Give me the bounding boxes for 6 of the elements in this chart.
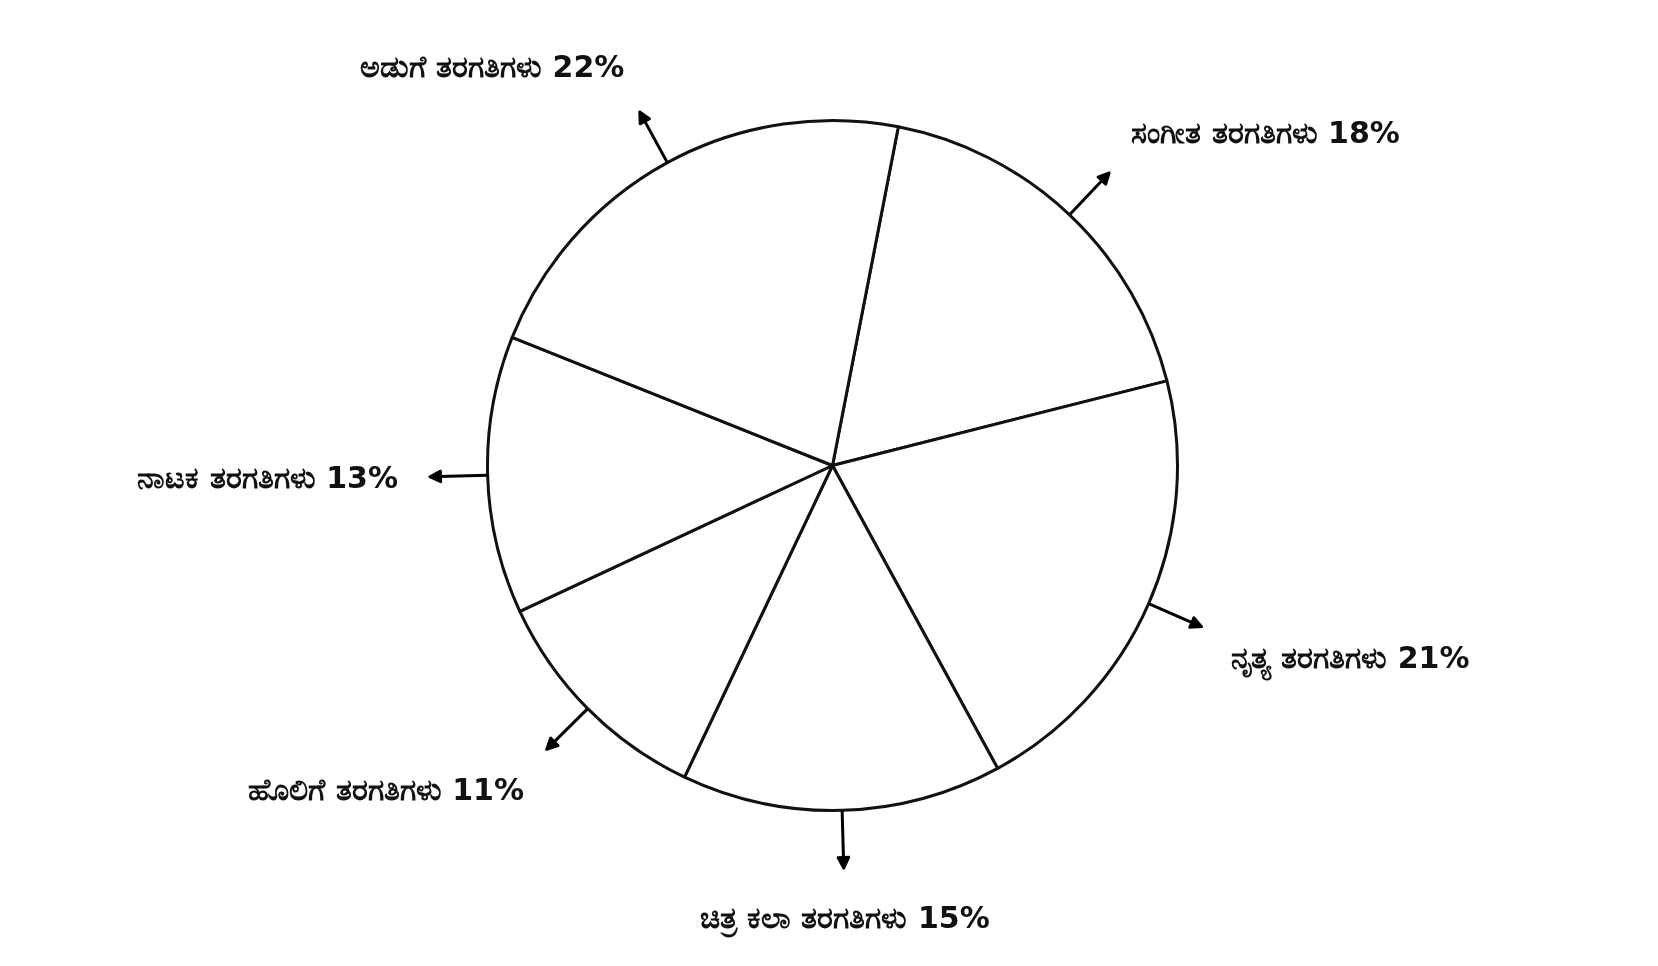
slice-label: ಸಂಗೀತ ತರಗತಿಗಳು 18%	[1131, 114, 1400, 150]
slice-label: ನೃತ್ಯ ತರಗತಿಗಳು 21%	[1230, 639, 1470, 681]
slice-label: ನಾಟಕ ತರಗತಿಗಳು 13%	[137, 460, 398, 496]
slice-label: ಅಡುಗೆ ತರಗತಿಗಳು 22%	[359, 48, 625, 84]
slice-label: ಹೊಲಿಗೆ ತರಗತಿಗಳು 11%	[248, 771, 525, 807]
slice-label: ಚಿತ್ರ ಕಲಾ ತರಗತಿಗಳು 15%	[699, 900, 990, 939]
